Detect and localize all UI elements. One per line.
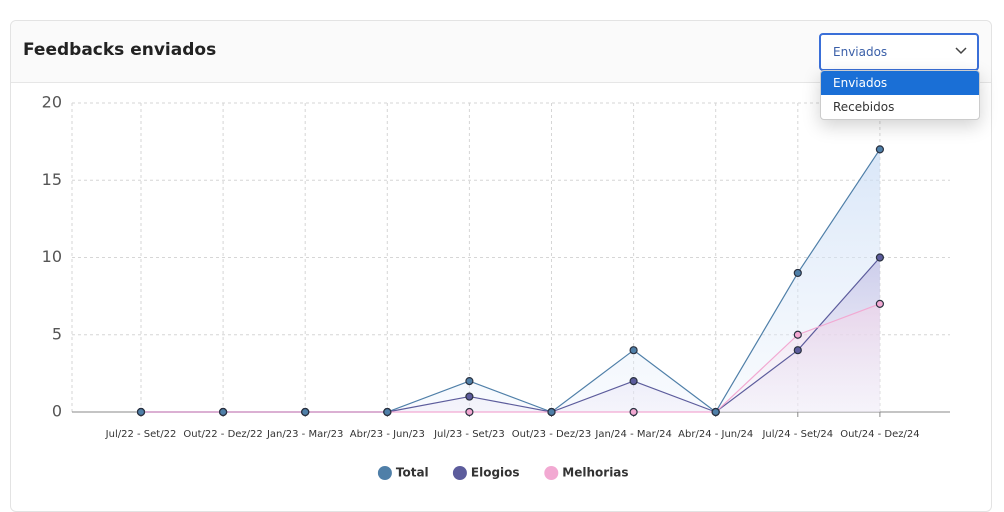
x-tick-label: Out/23 - Dez/23 (512, 429, 591, 440)
point (465, 377, 474, 386)
x-tick-label: Jul/24 - Set/24 (761, 429, 833, 440)
legend-swatch (452, 466, 467, 480)
point (875, 253, 885, 262)
x-tick-label: Out/24 - Dez/24 (840, 429, 919, 440)
y-tick-label: 5 (52, 324, 62, 343)
option[interactable]: Recebidos (833, 100, 895, 114)
y-tick-label: 0 (52, 402, 62, 421)
point (875, 299, 885, 308)
legend-label: Elogios (471, 466, 520, 480)
point (629, 346, 638, 355)
legend-swatch (377, 466, 392, 480)
point (793, 346, 802, 355)
y-tick-label: 20 (42, 93, 62, 112)
point (547, 407, 556, 417)
point (383, 407, 392, 417)
point (793, 330, 802, 339)
point (875, 145, 885, 154)
point (629, 407, 638, 417)
point (219, 407, 228, 417)
x-tick-label: Jul/23 - Set/23 (433, 429, 505, 440)
option[interactable]: Enviados (821, 71, 979, 95)
x-tick-label: Jul/22 - Set/22 (105, 429, 177, 440)
point (793, 268, 802, 278)
x-tick-label: Abr/24 - Jun/24 (678, 429, 753, 440)
x-tick-label: Jan/24 - Mar/24 (594, 429, 671, 440)
chevron (955, 47, 967, 55)
card-header: Feedbacks enviados Enviados (11, 21, 991, 83)
x-tick-label: Jan/23 - Mar/23 (266, 429, 343, 440)
legend-label: Total (396, 466, 429, 480)
point (465, 392, 474, 401)
select-value: Enviados (833, 45, 888, 59)
y-tick-label: 15 (42, 170, 62, 189)
point (711, 407, 720, 417)
point (301, 407, 310, 417)
dropdown-menu: Enviados Recebidos (820, 70, 980, 120)
card-title: Feedbacks enviados (23, 40, 217, 60)
legend-swatch (544, 466, 559, 480)
area (141, 303, 880, 412)
x-tick-label: Out/22 - Dez/22 (183, 429, 262, 440)
legend-label: Melhorias (562, 466, 628, 480)
point (136, 407, 146, 417)
y-tick-label: 10 (42, 247, 62, 266)
point (629, 377, 638, 386)
line (141, 303, 881, 413)
x-tick-label: Abr/23 - Jun/23 (350, 429, 425, 440)
point (465, 407, 474, 417)
